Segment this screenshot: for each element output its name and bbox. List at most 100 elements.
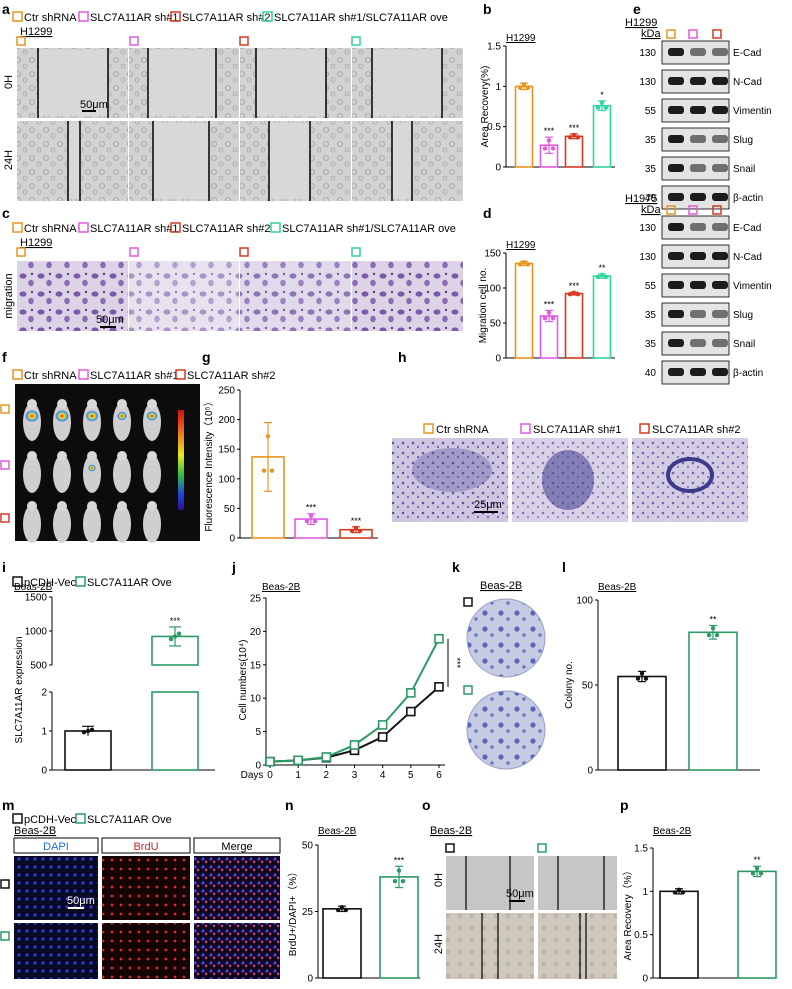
panel-letter-p: p — [620, 797, 629, 813]
blot-marker-h1975: 40 — [645, 368, 657, 379]
cell-line-beas2b-o: Beas-2B — [430, 825, 472, 837]
chart-title-n: Beas-2B — [318, 826, 357, 837]
ivis-signal — [85, 410, 99, 422]
y-tick-label-l: 100 — [576, 596, 593, 607]
data-point-n-0 — [343, 907, 349, 913]
chart-n: Beas-2B 0 25 50 BrdU+/DAPI+（%） *** — [287, 826, 420, 985]
chart-i: Beas-2B 0 1 2 500 1000 1500 SLC7A11AR expressio… — [14, 582, 215, 777]
significance-i-1: *** — [170, 616, 181, 626]
wb-cell-line-h1975: H1975 — [625, 193, 657, 205]
significance-b-2: *** — [569, 123, 580, 133]
y-axis-label-i: SLC7A11AR expression — [14, 636, 25, 743]
blot-band-h1975 — [712, 252, 728, 260]
data-point-l-0 — [643, 676, 649, 681]
blot-marker-h1299: 35 — [645, 135, 657, 146]
blot-band-h1975 — [668, 252, 684, 260]
legend-label-ctr: Ctr shRNA — [24, 223, 77, 235]
data-point-p-1 — [750, 871, 756, 876]
blot-marker-h1975: 130 — [639, 252, 656, 263]
blot-band-h1299 — [668, 164, 684, 172]
blot-band-h1975 — [690, 281, 706, 289]
data-point-i-0 — [85, 728, 91, 734]
data-point-d-0 — [521, 260, 527, 265]
migration-image-ctr — [17, 261, 128, 331]
scale-label-c: 50μm — [96, 314, 124, 326]
wb-lane-markers-h1299 — [666, 29, 722, 39]
y-tick-label-g: 200 — [218, 415, 235, 426]
data-point-g-0 — [269, 468, 275, 473]
data-point-b-2 — [567, 135, 573, 140]
blot-band-h1299 — [712, 164, 728, 172]
data-point-p-0 — [680, 890, 686, 895]
series-marker-1 — [265, 756, 275, 767]
y-axis-label-g: Fluorescence Intensity（10⁵） — [203, 396, 215, 531]
colony-marker-ove — [463, 685, 473, 695]
y-tick-label-i: 500 — [30, 661, 47, 672]
legend-f: Ctr shRNA SLC7A11AR sh#1 SLC7A11AR sh#2 — [12, 369, 275, 382]
ivis-mouse — [23, 505, 41, 543]
significance-d-3: ** — [598, 263, 606, 273]
blot-band-h1975 — [690, 339, 706, 347]
data-point-b-0 — [517, 85, 523, 90]
series-marker-1 — [434, 633, 444, 644]
if-image-brdu-ove — [102, 923, 190, 979]
blot-band-h1299 — [668, 48, 684, 56]
group-markers-a — [16, 36, 361, 46]
scale-label-o: 50μm — [506, 888, 534, 900]
wound-image-ove-24h — [538, 913, 617, 979]
data-point-n-1 — [392, 878, 398, 884]
legend-label-sh2: SLC7A11AR sh#2 — [182, 12, 270, 24]
legend-label-sh1: SLC7A11AR sh#1 — [90, 12, 178, 24]
blot-band-h1299 — [668, 77, 684, 85]
bar-d-2 — [564, 292, 584, 359]
blot-band-h1975 — [712, 339, 728, 347]
x-tick-label-j: 4 — [380, 770, 386, 781]
bar-d-1 — [539, 315, 559, 359]
series-marker-1 — [321, 752, 332, 762]
blot-marker-h1299: 40 — [645, 193, 657, 204]
blot-protein-h1975: N-Cad — [733, 252, 762, 263]
bar-i-1-lower — [151, 691, 199, 771]
colony-dish-ove — [466, 690, 546, 770]
ivis-signal — [88, 464, 96, 472]
legend-label-ctr: Ctr shRNA — [24, 370, 77, 382]
western-blot-h1299: 130 E-Cad 130 N-Cad 55 Vimentin 35 Slug 35 Snail 4… — [639, 40, 772, 210]
data-point-l-1 — [714, 632, 720, 638]
ivis-mouse-head — [87, 399, 97, 409]
ivis-mouse — [113, 455, 131, 493]
legend-label-ove: SLC7A11AR Ove — [87, 814, 172, 826]
blot-band-h1299 — [690, 106, 706, 114]
group-markers-c — [16, 247, 361, 257]
panel-letter-j: j — [231, 559, 236, 575]
data-point-d-1 — [542, 316, 548, 321]
y-tick-label-n: 0 — [307, 974, 313, 985]
legend-swatch-ctr — [12, 222, 23, 233]
wb-kda-label-h1299: kDa — [641, 28, 661, 40]
ivis-mouse-head — [117, 501, 127, 511]
data-point-n-1 — [396, 868, 402, 873]
y-tick-label-p: 0.5 — [634, 930, 648, 941]
channel-label-dapi: DAPI — [43, 841, 69, 853]
blot-band-h1299 — [712, 77, 728, 85]
if-image-merge-vec — [194, 856, 280, 920]
blot-band-h1975 — [712, 223, 728, 231]
legend-label-ctr: Ctr shRNA — [24, 12, 77, 24]
wound-images-0h — [17, 48, 463, 118]
y-axis-label-l: Colony no. — [564, 661, 575, 709]
blot-protein-h1299: β-actin — [733, 193, 763, 204]
y-tick-label-l: 0 — [587, 766, 593, 777]
data-point-p-0 — [672, 890, 678, 895]
bar-b-3 — [592, 104, 612, 168]
if-image-dapi-ove — [14, 923, 98, 979]
legend-h: Ctr shRNA SLC7A11AR sh#1 SLC7A11AR sh#2 — [423, 423, 740, 436]
ihc-image-ctr — [392, 438, 508, 522]
y-tick-label-i: 0 — [41, 766, 47, 777]
wb-cell-line-h1299: H1299 — [625, 17, 657, 29]
legend-label-ove: SLC7A11AR sh#1/SLC7A11AR ove — [274, 12, 448, 24]
series-marker-1 — [293, 755, 303, 766]
channel-label-brdu: BrdU — [133, 841, 158, 853]
panel-letter-e: e — [633, 1, 641, 17]
ivis-mouse — [53, 455, 71, 493]
y-tick-label-p: 1 — [642, 887, 648, 898]
